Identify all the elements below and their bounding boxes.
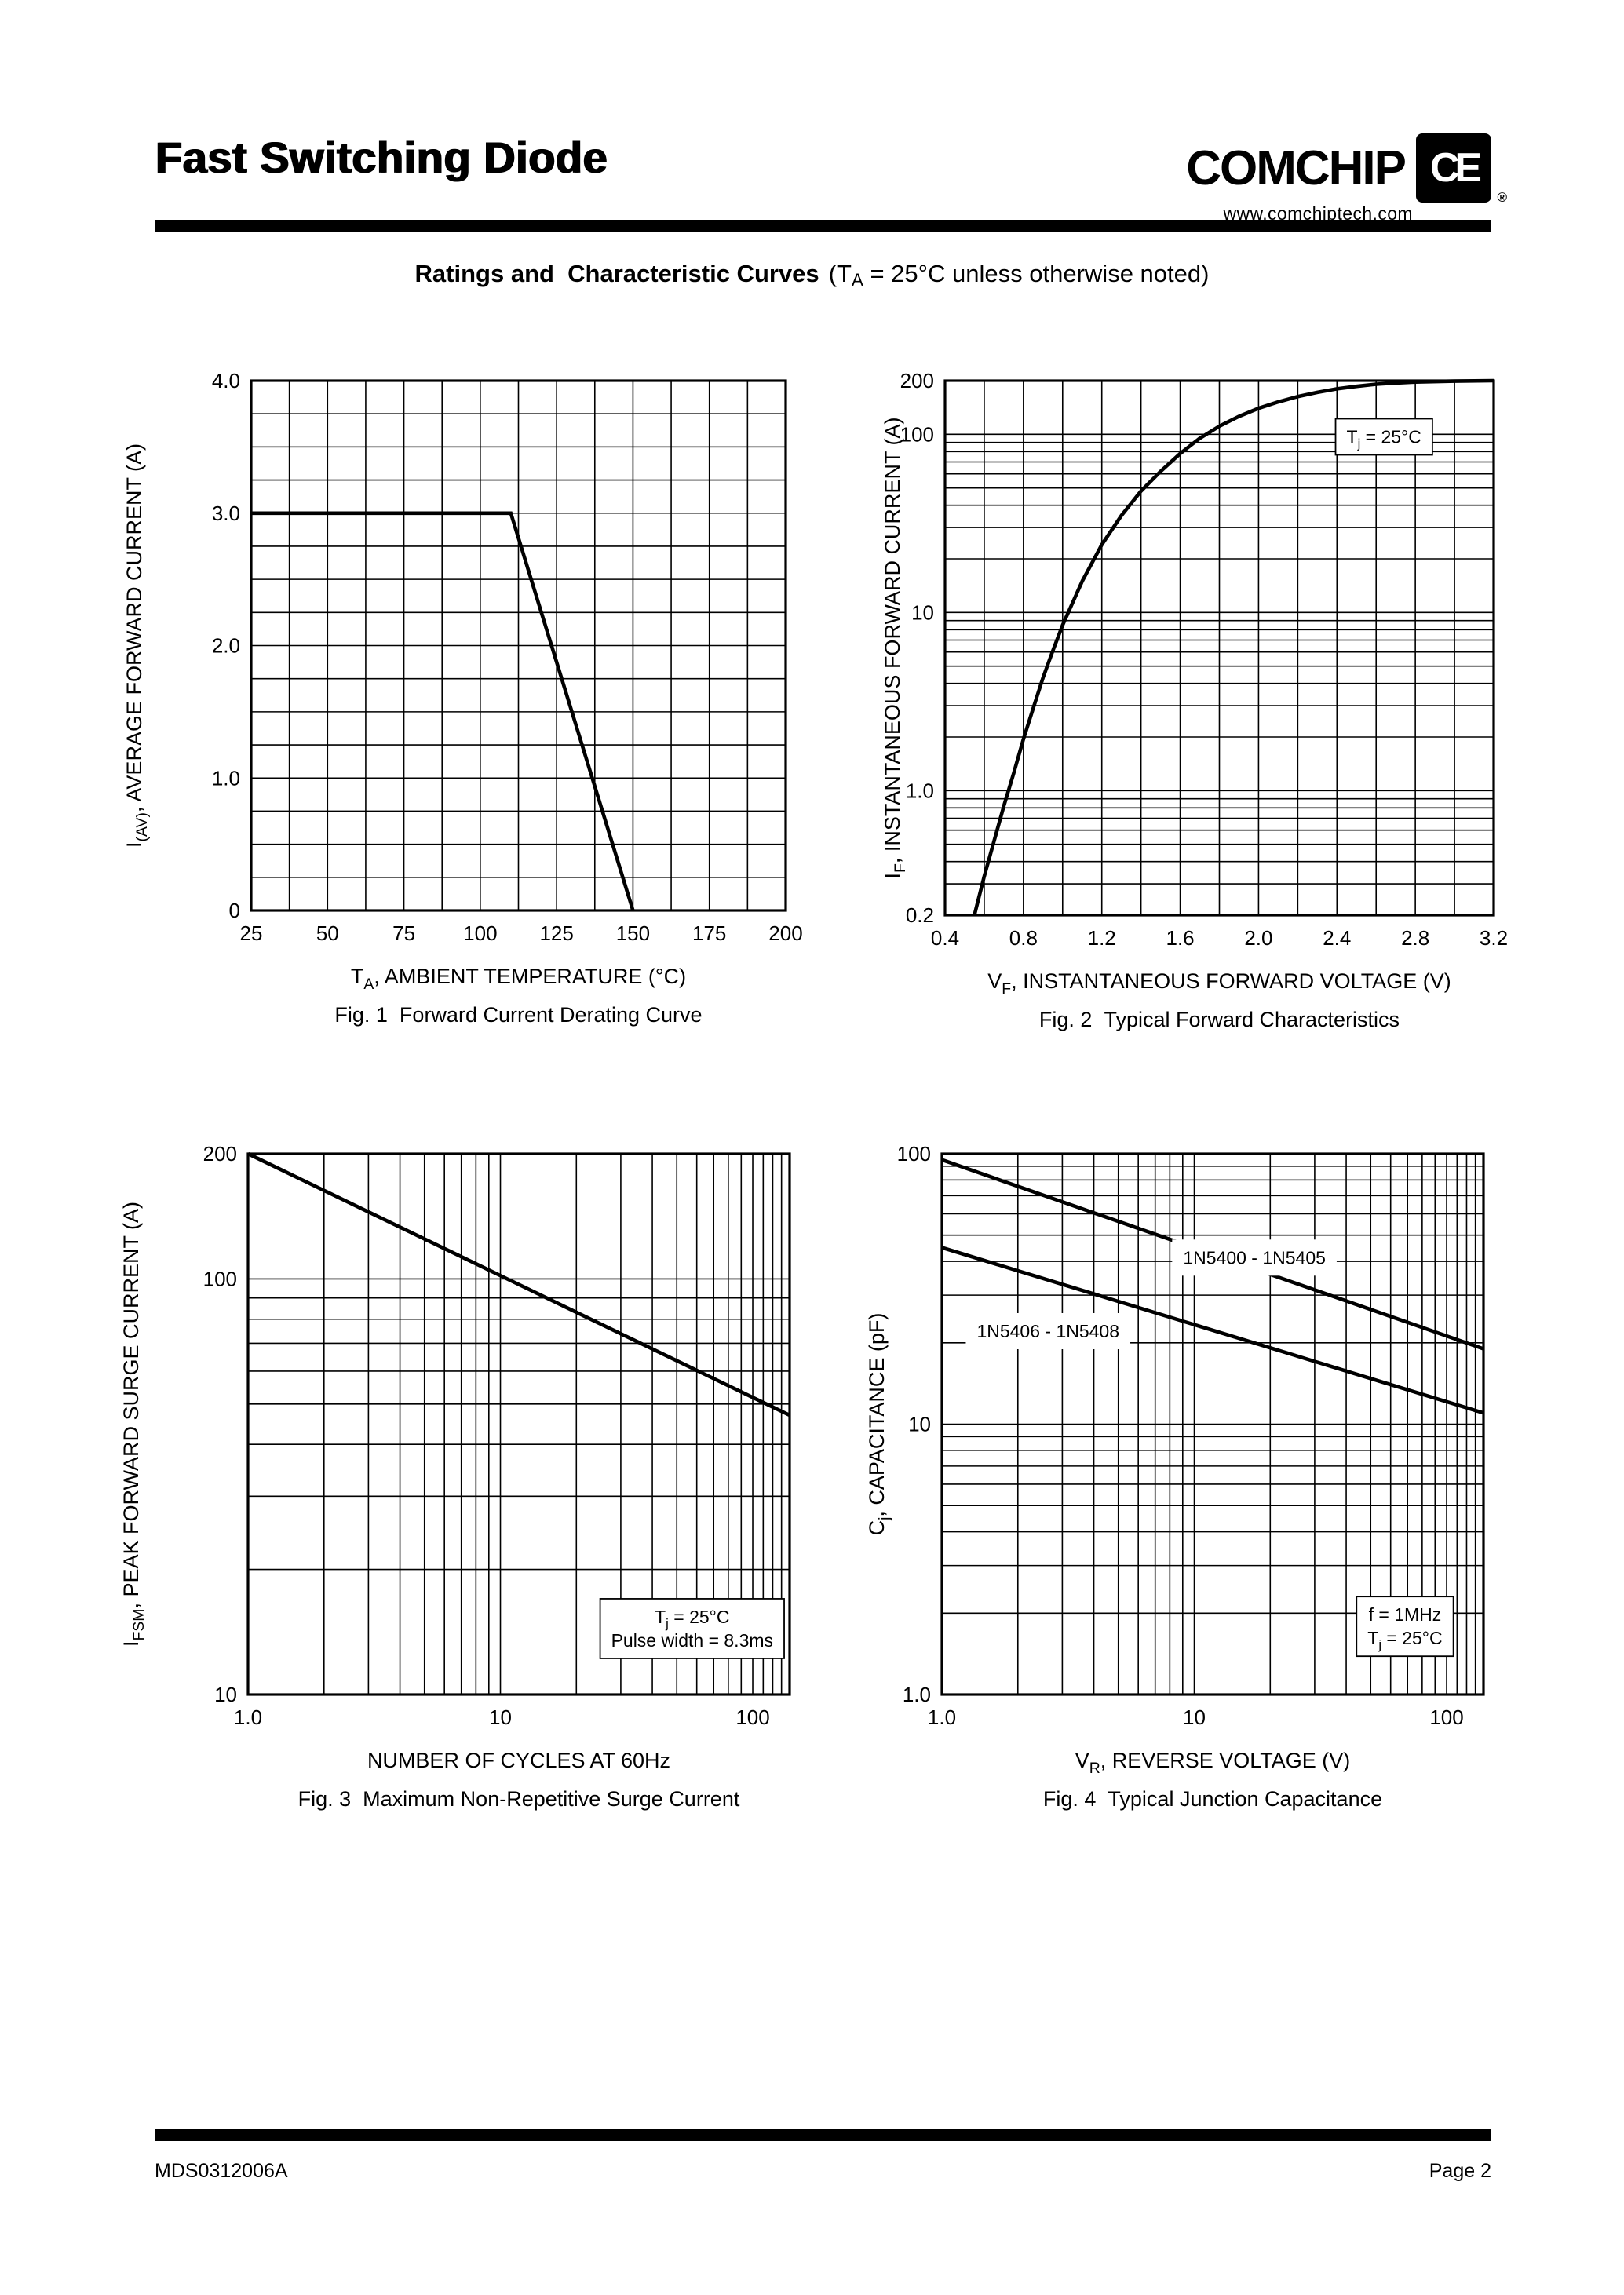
svg-text:Tj = 25°C: Tj = 25°C (1347, 427, 1421, 451)
svg-text:4.0: 4.0 (212, 369, 240, 392)
svg-text:100: 100 (463, 921, 497, 945)
header-divider (155, 220, 1491, 232)
fig3-xlabel: NUMBER OF CYCLES AT 60Hz (367, 1749, 670, 1772)
fig4-junction-capacitance-chart: 1.0 10 100 100 10 1.0 VR, REVERSE VOLTAGE (V) F… (863, 1099, 1624, 1837)
logo-letters: CE (1429, 145, 1482, 191)
fig1-grid (250, 380, 786, 911)
page-title: Fast Switching Diode (155, 133, 608, 182)
svg-text:1N5406 - 1N5408: 1N5406 - 1N5408 (976, 1321, 1119, 1341)
svg-text:10: 10 (214, 1683, 237, 1706)
fig1-forward-current-derating-chart: 25 50 75 100 125 150 175 200 0 1.0 2.0 3.0 4.0 TA, AM… (110, 330, 863, 1067)
svg-text:25: 25 (240, 921, 263, 945)
svg-text:1.2: 1.2 (1088, 926, 1116, 950)
section-heading-conditions: (TA = 25°C unless otherwise noted) (828, 260, 1210, 290)
fig1-xlabel: TA, AMBIENT TEMPERATURE (°C) (351, 965, 686, 993)
series-1N5406-1N5408 (941, 1246, 1484, 1415)
svg-text:10: 10 (489, 1706, 512, 1729)
svg-text:Tj = 25°C: Tj = 25°C (1367, 1628, 1442, 1652)
fig2-grid (944, 380, 1494, 916)
fig2-svg: 0.4 0.8 1.2 1.6 2.0 2.4 2.8 3.2 200 100 10 1.0 0.2 VF… (881, 369, 1508, 1031)
svg-text:Tj = 25°C: Tj = 25°C (655, 1607, 729, 1631)
svg-text:3.2: 3.2 (1480, 926, 1508, 950)
svg-text:2.4: 2.4 (1323, 926, 1351, 950)
footer-divider (155, 2129, 1491, 2141)
fig3-ylabel: IFSM, PEAK FORWARD SURGE CURRENT (A) (119, 1202, 148, 1647)
series-forward-current-derating (251, 511, 635, 911)
fig1-ylabel: I(AV), AVERAGE FORWARD CURRENT (A) (122, 443, 151, 848)
document-number: MDS0312006A (155, 2160, 288, 2182)
svg-text:200: 200 (203, 1142, 237, 1166)
fig2-tj-note: Tj = 25°C (1334, 418, 1433, 456)
fig4-ylabel: Cj, CAPACITANCE (pF) (865, 1313, 893, 1536)
svg-text:2.8: 2.8 (1401, 926, 1429, 950)
fig1-caption: Fig. 1 Forward Current Derating Curve (334, 1003, 702, 1027)
svg-text:f = 1MHz: f = 1MHz (1369, 1604, 1442, 1625)
svg-text:175: 175 (692, 921, 726, 945)
svg-text:75: 75 (392, 921, 415, 945)
svg-text:10: 10 (911, 600, 934, 624)
svg-text:1.6: 1.6 (1166, 926, 1194, 950)
svg-text:100: 100 (735, 1706, 769, 1729)
svg-text:3.0: 3.0 (212, 502, 240, 525)
svg-text:125: 125 (539, 921, 573, 945)
fig2-caption: Fig. 2 Typical Forward Characteristics (1039, 1008, 1400, 1031)
fig1-svg: 25 50 75 100 125 150 175 200 0 1.0 2.0 3.0 4.0 TA, AM… (122, 369, 803, 1027)
svg-text:0.4: 0.4 (931, 926, 959, 950)
svg-text:2.0: 2.0 (1244, 926, 1272, 950)
svg-text:1.0: 1.0 (928, 1706, 956, 1729)
fig3-max-surge-current-chart: 1.0 10 100 200 100 10 NUMBER OF CYCLES AT 60Hz… (110, 1099, 863, 1837)
svg-text:200: 200 (768, 921, 802, 945)
section-heading-main: Ratings and Characteristic Curves (414, 260, 819, 287)
fig1-plot-border (250, 379, 787, 912)
svg-text:0.2: 0.2 (906, 903, 934, 927)
fig2-ylabel: IF, INSTANTANEOUS FORWARD CURRENT (A) (881, 418, 909, 879)
brand-logo: COMCHIP CE ® (1186, 133, 1507, 205)
svg-text:50: 50 (316, 921, 339, 945)
comchip-logo-icon: CE ® (1416, 133, 1507, 205)
svg-text:100: 100 (900, 422, 934, 446)
registered-trademark-icon: ® (1497, 190, 1507, 205)
series-max-non-repetitive-surge (247, 1151, 790, 1418)
fig3-caption: Fig. 3 Maximum Non-Repetitive Surge Curr… (298, 1787, 740, 1811)
fig4-xlabel: VR, REVERSE VOLTAGE (V) (1075, 1749, 1351, 1777)
svg-text:10: 10 (908, 1413, 931, 1436)
page-number: Page 2 (1429, 2160, 1491, 2182)
fig4-plot-border (940, 1152, 1485, 1696)
fig4-grid (941, 1153, 1483, 1695)
svg-text:100: 100 (203, 1267, 237, 1290)
fig3-plot-border (246, 1152, 791, 1696)
fig2-xlabel: VF, INSTANTANEOUS FORWARD VOLTAGE (V) (987, 969, 1451, 998)
svg-text:200: 200 (900, 369, 934, 392)
svg-text:1N5400 - 1N5405: 1N5400 - 1N5405 (1183, 1247, 1326, 1268)
fig4-caption: Fig. 4 Typical Junction Capacitance (1043, 1787, 1382, 1811)
svg-text:100: 100 (897, 1142, 931, 1166)
svg-text:150: 150 (616, 921, 650, 945)
brand-wordmark: COMCHIP (1186, 140, 1407, 195)
fig3-grid (247, 1153, 790, 1695)
fig2-typical-forward-characteristics-chart: 0.4 0.8 1.2 1.6 2.0 2.4 2.8 3.2 200 100 10 1.0 0.2 VF… (863, 330, 1624, 1067)
svg-text:100: 100 (1429, 1706, 1463, 1729)
svg-text:10: 10 (1183, 1706, 1206, 1729)
fig4-conditions-note: f = 1MHz Tj = 25°C (1356, 1596, 1454, 1658)
svg-text:1.0: 1.0 (903, 1683, 931, 1706)
fig4-series-label-1N5406-1N5408: 1N5406 - 1N5408 (965, 1312, 1131, 1349)
series-typical-forward-characteristic (973, 378, 1494, 916)
section-heading: Ratings and Characteristic Curves (TA = 2… (0, 260, 1624, 290)
svg-text:0.8: 0.8 (1009, 926, 1038, 950)
svg-text:1.0: 1.0 (212, 766, 240, 790)
fig4-series-label-1N5400-1N5405: 1N5400 - 1N5405 (1172, 1239, 1337, 1276)
svg-text:Pulse width = 8.3ms: Pulse width = 8.3ms (611, 1630, 773, 1651)
svg-text:0: 0 (229, 899, 240, 922)
svg-text:1.0: 1.0 (906, 779, 934, 802)
svg-text:2.0: 2.0 (212, 634, 240, 658)
svg-text:1.0: 1.0 (234, 1706, 262, 1729)
fig4-svg: 1.0 10 100 100 10 1.0 VR, REVERSE VOLTAGE (V) F… (865, 1142, 1485, 1811)
fig2-plot-border (943, 379, 1495, 917)
